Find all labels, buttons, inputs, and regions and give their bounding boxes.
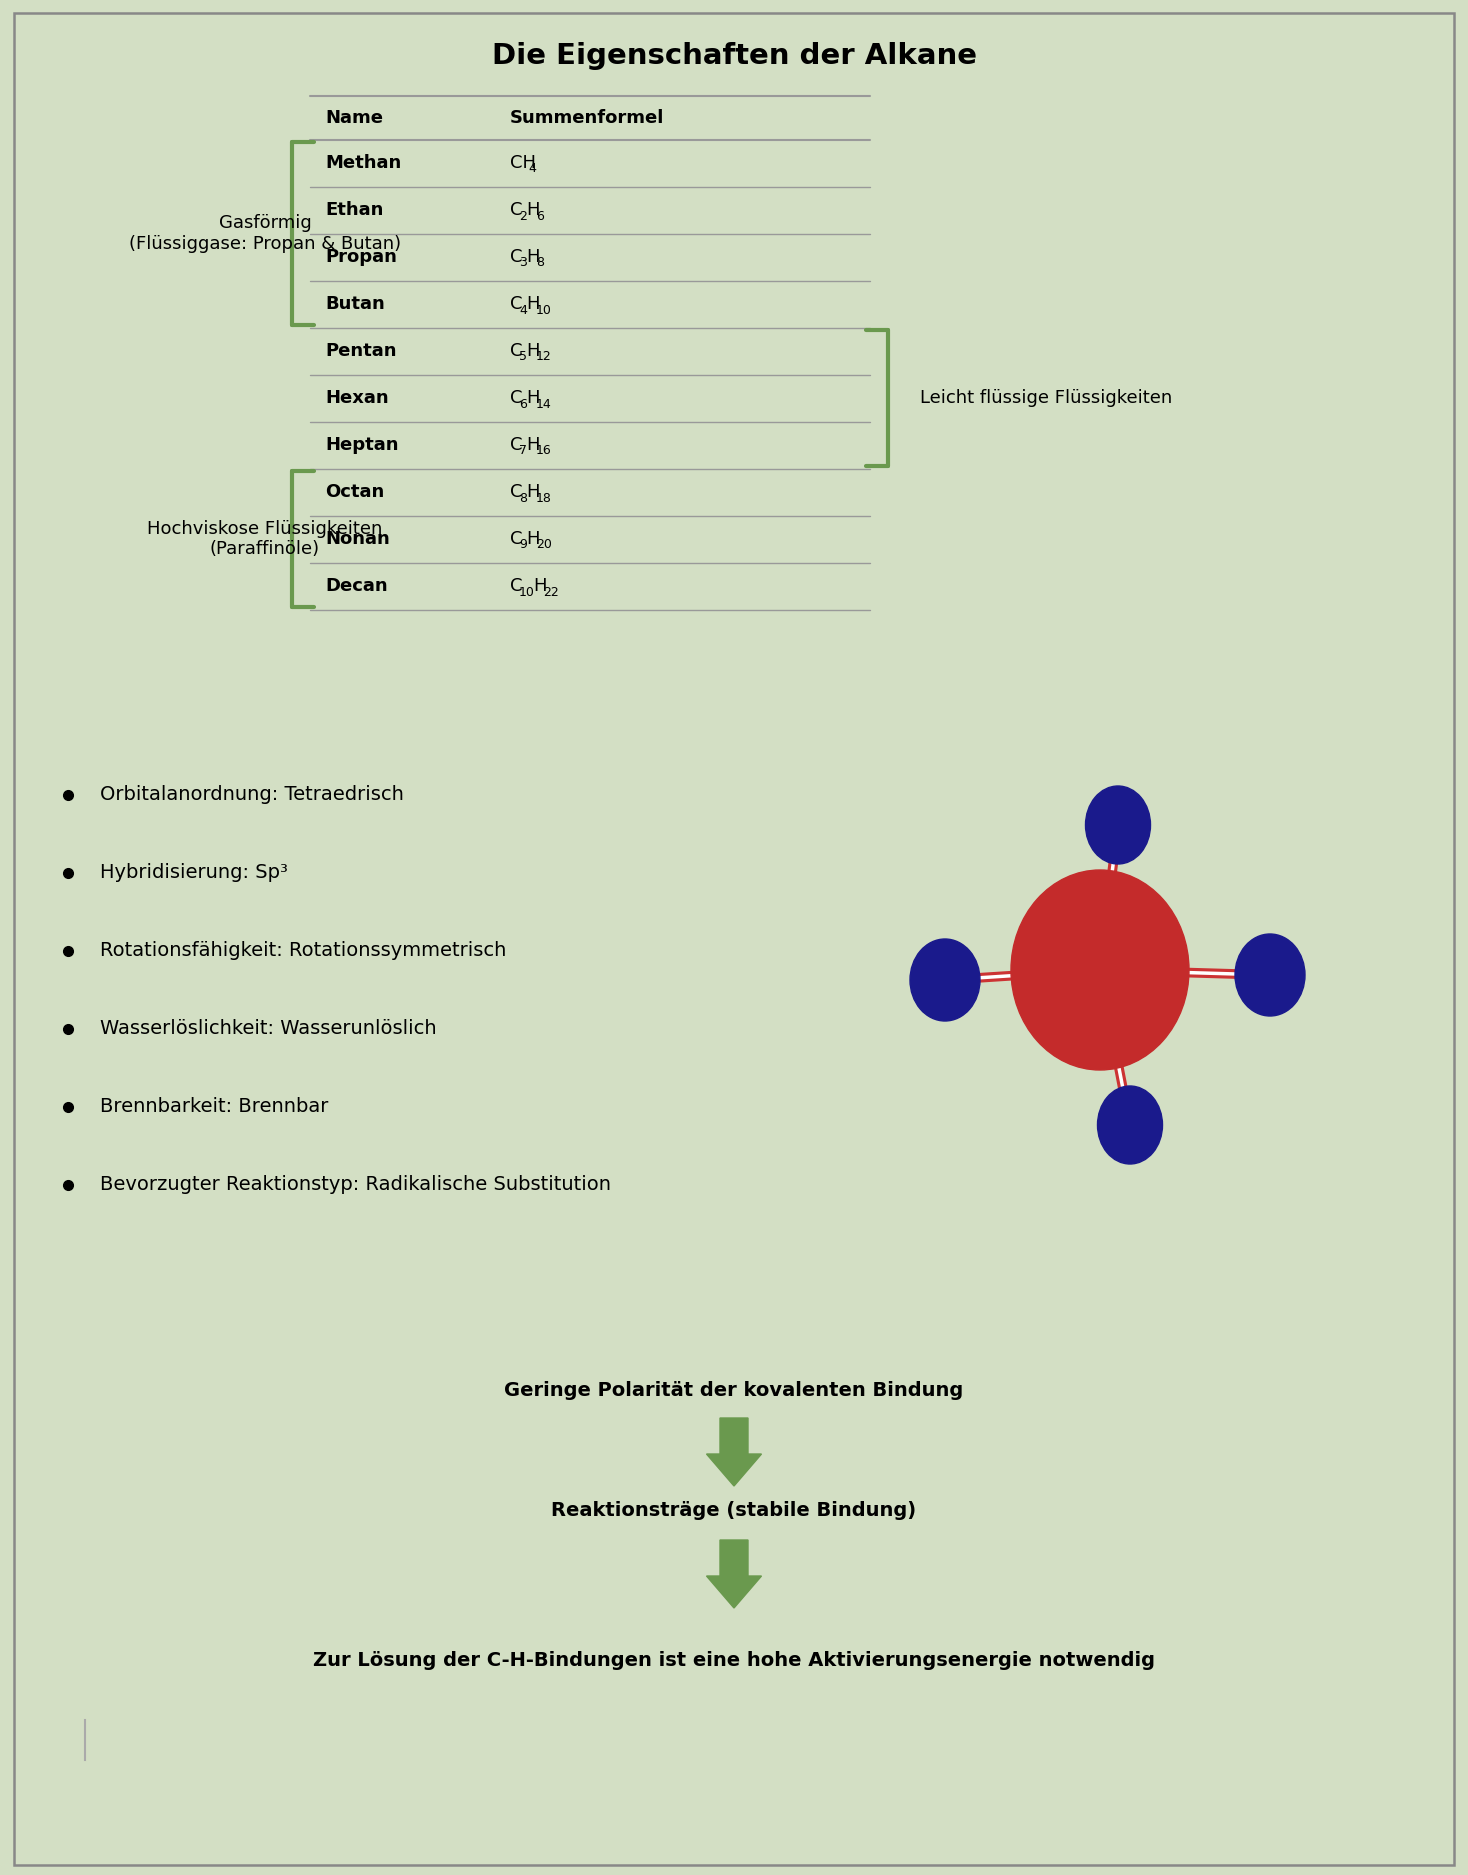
Text: Geringe Polarität der kovalenten Bindung: Geringe Polarität der kovalenten Bindung [505,1380,963,1399]
Text: C: C [509,341,523,360]
Text: 4: 4 [528,163,536,176]
Text: Die Eigenschaften der Alkane: Die Eigenschaften der Alkane [492,41,976,69]
Text: Methan: Methan [324,154,401,172]
Text: 20: 20 [536,538,552,551]
Text: 7: 7 [520,444,527,458]
Text: C: C [509,578,523,594]
Text: C: C [509,248,523,266]
Text: 8: 8 [536,257,545,270]
Text: 3: 3 [520,257,527,270]
Text: 10: 10 [520,585,534,598]
Text: Orbitalanordnung: Tetraedrisch: Orbitalanordnung: Tetraedrisch [100,786,404,804]
FancyArrow shape [706,1418,762,1487]
Text: H: H [526,201,540,219]
Text: 16: 16 [536,444,552,458]
Text: 12: 12 [536,351,552,364]
Text: Wasserlöslichkeit: Wasserunlöslich: Wasserlöslichkeit: Wasserunlöslich [100,1020,436,1039]
Ellipse shape [1235,934,1305,1016]
Text: H: H [526,437,540,454]
Text: H: H [526,341,540,360]
Text: 9: 9 [520,538,527,551]
Text: Butan: Butan [324,294,385,313]
Text: Reaktionsträge (stabile Bindung): Reaktionsträge (stabile Bindung) [552,1500,916,1519]
Text: C: C [509,531,523,548]
Text: 18: 18 [536,491,552,504]
Text: 4: 4 [520,304,527,317]
Text: Summenformel: Summenformel [509,109,665,128]
Text: 10: 10 [536,304,552,317]
Text: Zur Lösung der C-H-Bindungen ist eine hohe Aktivierungsenergie notwendig: Zur Lösung der C-H-Bindungen ist eine ho… [313,1650,1155,1669]
Text: 6: 6 [520,398,527,411]
Text: Propan: Propan [324,248,396,266]
Text: Pentan: Pentan [324,341,396,360]
Text: Gasförmig
(Flüssiggase: Propan & Butan): Gasförmig (Flüssiggase: Propan & Butan) [129,214,401,253]
Text: Hexan: Hexan [324,388,389,407]
Text: C: C [509,201,523,219]
Text: Bevorzugter Reaktionstyp: Radikalische Substitution: Bevorzugter Reaktionstyp: Radikalische S… [100,1176,611,1194]
Ellipse shape [910,939,981,1022]
Text: 22: 22 [543,585,559,598]
Text: CH: CH [509,154,536,172]
Text: H: H [526,248,540,266]
Ellipse shape [1085,786,1151,864]
Text: 8: 8 [520,491,527,504]
Text: C: C [509,388,523,407]
Text: H: H [526,531,540,548]
Text: Heptan: Heptan [324,437,398,454]
Text: C: C [509,484,523,501]
Text: Octan: Octan [324,484,385,501]
Text: C: C [509,294,523,313]
Text: Ethan: Ethan [324,201,383,219]
Text: Name: Name [324,109,383,128]
Text: H: H [526,294,540,313]
Text: H: H [526,484,540,501]
Text: 5: 5 [520,351,527,364]
Text: Nonan: Nonan [324,531,389,548]
Ellipse shape [1098,1086,1163,1164]
Text: Hochviskose Flüssigkeiten
(Paraffinöle): Hochviskose Flüssigkeiten (Paraffinöle) [147,519,383,559]
Text: Decan: Decan [324,578,388,594]
Ellipse shape [1011,870,1189,1071]
Text: 14: 14 [536,398,552,411]
FancyArrow shape [706,1539,762,1609]
Text: Leicht flüssige Flüssigkeiten: Leicht flüssige Flüssigkeiten [920,388,1173,407]
Text: H: H [526,388,540,407]
Text: Brennbarkeit: Brennbar: Brennbarkeit: Brennbar [100,1097,329,1116]
Text: Hybridisierung: Sp³: Hybridisierung: Sp³ [100,864,288,883]
Text: Rotationsfähigkeit: Rotationssymmetrisch: Rotationsfähigkeit: Rotationssymmetrisch [100,941,506,960]
Text: C: C [509,437,523,454]
Text: 2: 2 [520,210,527,223]
Text: 6: 6 [536,210,543,223]
Text: H: H [533,578,546,594]
